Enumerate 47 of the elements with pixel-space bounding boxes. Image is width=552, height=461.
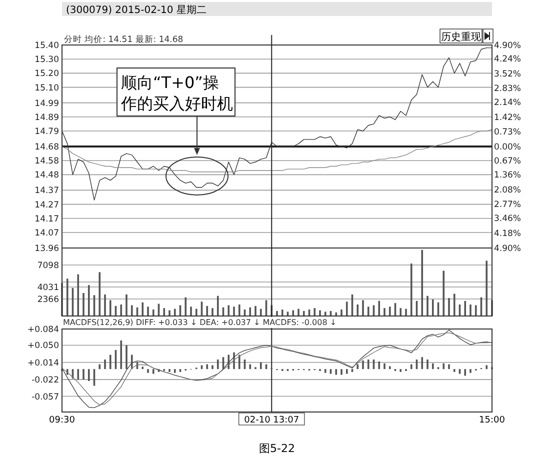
- text: 历史重现: [441, 31, 481, 43]
- y-tick-label: 14.27: [34, 200, 59, 210]
- y2-tick-label: 3.46%: [494, 214, 522, 224]
- y2-tick-label: 0.67%: [494, 156, 522, 166]
- y-tick-label: 15.30: [34, 55, 59, 66]
- annotation: 顺向“T+0”操作的买入好时机: [120, 73, 233, 113]
- y2-tick-label: 1.42%: [494, 113, 522, 124]
- y2-tick-label: 1.36%: [494, 170, 522, 181]
- y2-tick-label: 2.14%: [494, 98, 522, 108]
- y-tick-label: 15.40: [34, 41, 59, 51]
- caption: 图5-22: [259, 442, 295, 455]
- y-tick-label: 14.17: [34, 214, 59, 224]
- y-tick-label: 15.20: [34, 69, 59, 80]
- y2-tick-label: 2.08%: [494, 186, 522, 196]
- y-tick-label: 15.10: [34, 83, 59, 94]
- y2-tick-label: 0.73%: [494, 127, 522, 138]
- chart-title: (300079) 2015-02-10 星期二: [66, 4, 206, 16]
- y2-tick-label: 2.77%: [494, 200, 522, 210]
- y2-tick-label: 4.90%: [494, 244, 522, 254]
- chart-subtitle: 分时 均价: 14.51 最新: 14.68: [64, 34, 184, 45]
- y-tick-label: 2366: [37, 295, 59, 305]
- y-tick-label: +0.050: [28, 341, 59, 352]
- y-tick-label: 14.99: [34, 98, 59, 109]
- y-tick-label: -0.022: [32, 376, 59, 386]
- y2-tick-label: 4.24%: [494, 54, 522, 65]
- y-tick-label: 14.48: [34, 170, 59, 181]
- y2-tick-label: 2.83%: [494, 84, 522, 94]
- y-tick-label: +0.084: [28, 325, 59, 335]
- y2-tick-label: 4.18%: [494, 229, 522, 240]
- y-tick-label: 14.07: [34, 228, 59, 238]
- y2-tick-label: 3.52%: [494, 70, 522, 80]
- chart-title: MACDFS(12,26,9) DIFF: +0.033 ↓ DEA: +0.037 ↓ MACDFS: -0.008 ↓: [63, 318, 337, 327]
- y2-tick-label: 4.90%: [494, 41, 522, 51]
- y-tick-label: +0.014: [28, 358, 59, 368]
- y2-tick-label: 0.00%: [494, 142, 522, 152]
- y-tick-label: 14.79: [34, 126, 59, 137]
- y-tick-label: 14.68: [34, 142, 59, 152]
- y-tick-label: 14.89: [34, 112, 59, 123]
- x-tick-label: 15:00: [479, 416, 506, 426]
- x-tick-label: 09:30: [49, 416, 76, 426]
- y-tick-label: 14.37: [34, 186, 59, 196]
- y-tick-label: -0.057: [32, 392, 59, 402]
- y-tick-label: 4031: [37, 283, 59, 294]
- x-tick-label: 02-10 13:07: [244, 416, 300, 426]
- y-tick-label: 13.96: [34, 244, 59, 254]
- y-tick-label: 7098: [37, 261, 59, 271]
- y-tick-label: 14.58: [34, 156, 59, 167]
